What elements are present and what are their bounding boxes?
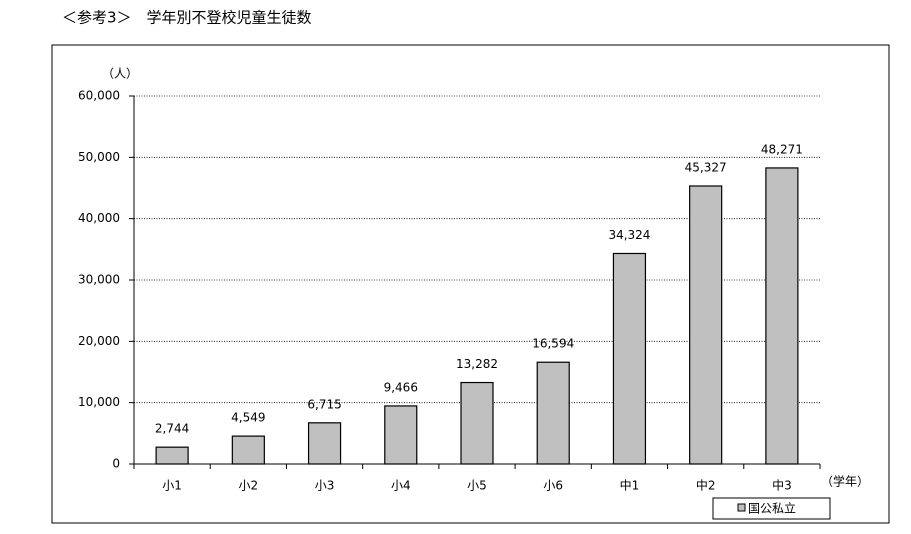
bar <box>765 167 799 465</box>
y-tick-label: 20,000 <box>78 334 120 348</box>
bar <box>231 435 265 465</box>
value-label: 6,715 <box>307 397 341 411</box>
x-tick-label: 小1 <box>162 479 182 493</box>
x-tick-label: 中2 <box>696 478 716 493</box>
y-unit: （人） <box>102 67 138 81</box>
legend-box <box>712 497 831 520</box>
chart-title: ＜参考3＞ 学年別不登校児童生徒数 <box>62 9 312 27</box>
bar <box>155 446 189 465</box>
bar <box>384 405 418 465</box>
bar <box>689 185 723 465</box>
value-label: 4,549 <box>231 411 265 425</box>
x-tick-label: 中1 <box>620 478 640 493</box>
value-label: 48,271 <box>761 142 803 156</box>
legend-label: 国公私立 <box>748 501 796 516</box>
bar <box>612 252 647 465</box>
value-label: 45,327 <box>685 160 727 174</box>
value-label: 16,594 <box>532 337 574 351</box>
y-tick-label: 40,000 <box>78 211 120 225</box>
chart-frame <box>51 44 890 524</box>
value-label: 34,324 <box>608 228 650 242</box>
y-tick-label: 50,000 <box>78 150 120 164</box>
bar <box>536 361 570 465</box>
x-tick-label: 小5 <box>467 479 487 493</box>
x-unit: （学年） <box>821 474 869 489</box>
legend-swatch <box>737 503 746 512</box>
y-tick-label: 60,000 <box>78 89 120 103</box>
y-tick-label: 0 <box>112 457 120 471</box>
y-tick-label: 10,000 <box>78 395 120 409</box>
x-tick-label: 小2 <box>239 479 259 493</box>
y-tick-label: 30,000 <box>78 273 120 287</box>
x-tick-label: 小4 <box>391 479 411 493</box>
bar <box>307 422 342 465</box>
x-tick-label: 小3 <box>315 479 335 493</box>
value-label: 13,282 <box>456 357 498 371</box>
x-tick-label: 小6 <box>543 479 563 493</box>
value-label: 2,744 <box>155 422 189 436</box>
x-tick-label: 中3 <box>772 478 792 493</box>
value-label: 9,466 <box>384 380 418 394</box>
bar <box>460 381 494 465</box>
